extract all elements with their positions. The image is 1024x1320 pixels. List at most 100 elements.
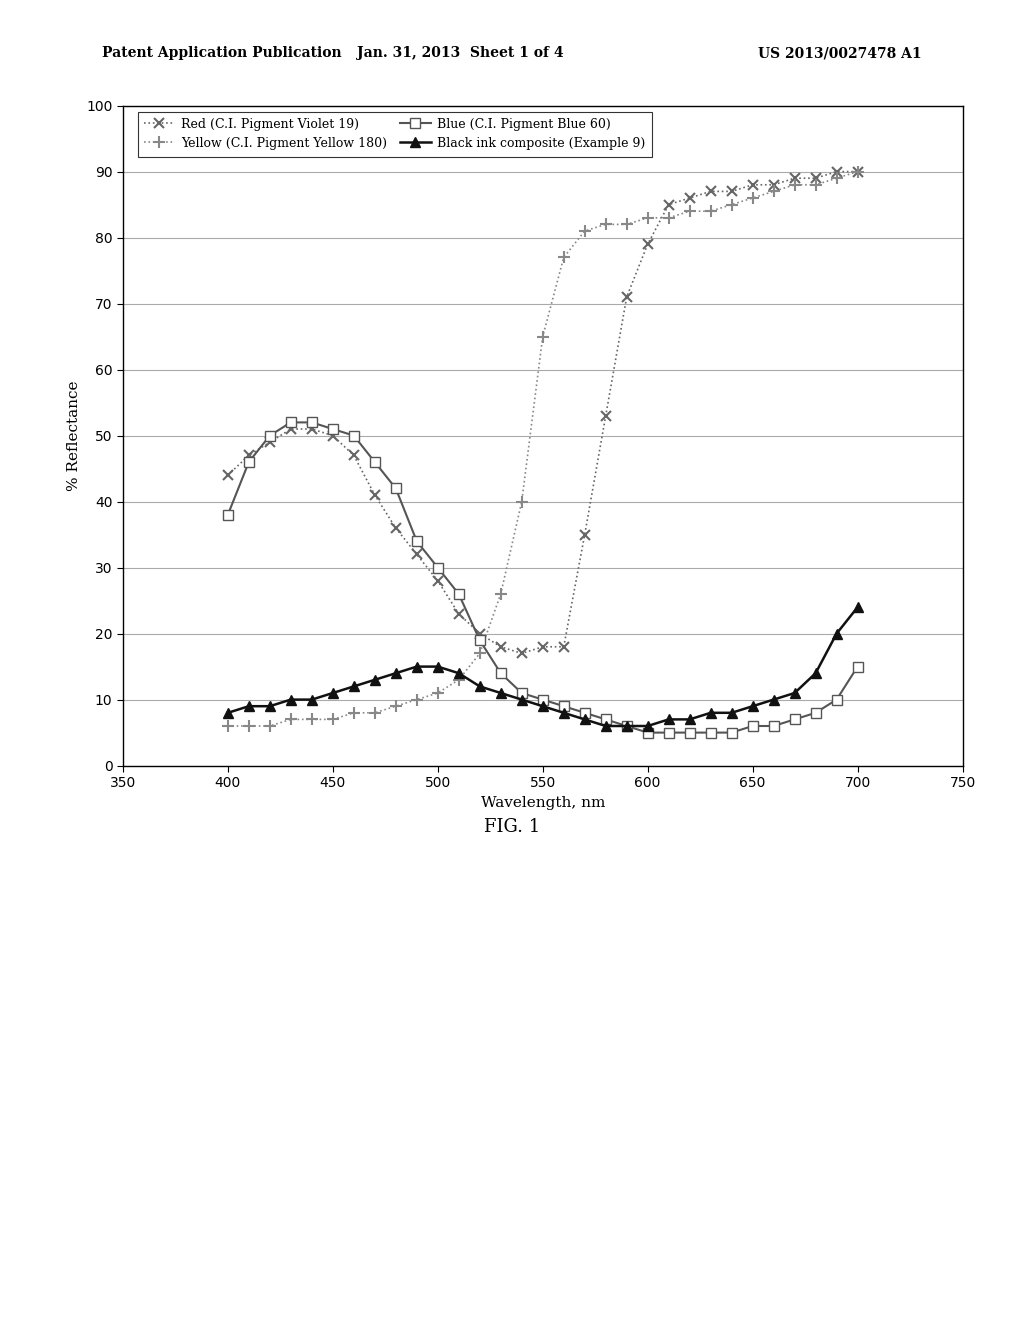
Black ink composite (Example 9) <box>327 685 339 701</box>
Yellow (C.I. Pigment Yellow 180) <box>453 672 465 688</box>
Black ink composite (Example 9) <box>263 698 275 714</box>
Red (C.I. Pigment Violet 19) <box>243 447 255 463</box>
Yellow (C.I. Pigment Yellow 180) <box>327 711 339 727</box>
Red (C.I. Pigment Violet 19) <box>263 434 275 450</box>
Red (C.I. Pigment Violet 19) <box>830 164 843 180</box>
Yellow (C.I. Pigment Yellow 180) <box>495 586 507 602</box>
Blue (C.I. Pigment Blue 60) <box>327 421 339 437</box>
Red (C.I. Pigment Violet 19) <box>851 164 863 180</box>
Line: Black ink composite (Example 9): Black ink composite (Example 9) <box>223 602 862 731</box>
Black ink composite (Example 9) <box>285 692 297 708</box>
Red (C.I. Pigment Violet 19) <box>389 520 401 536</box>
Blue (C.I. Pigment Blue 60) <box>537 692 549 708</box>
Red (C.I. Pigment Violet 19) <box>221 467 233 483</box>
Blue (C.I. Pigment Blue 60) <box>599 711 611 727</box>
Blue (C.I. Pigment Blue 60) <box>432 560 444 576</box>
Blue (C.I. Pigment Blue 60) <box>495 665 507 681</box>
Black ink composite (Example 9) <box>389 665 401 681</box>
Black ink composite (Example 9) <box>851 599 863 615</box>
Black ink composite (Example 9) <box>684 711 696 727</box>
Black ink composite (Example 9) <box>305 692 317 708</box>
Blue (C.I. Pigment Blue 60) <box>557 698 569 714</box>
Blue (C.I. Pigment Blue 60) <box>389 480 401 496</box>
Yellow (C.I. Pigment Yellow 180) <box>263 718 275 734</box>
Yellow (C.I. Pigment Yellow 180) <box>347 705 359 721</box>
Yellow (C.I. Pigment Yellow 180) <box>411 692 423 708</box>
Black ink composite (Example 9) <box>347 678 359 694</box>
Yellow (C.I. Pigment Yellow 180) <box>432 685 444 701</box>
Yellow (C.I. Pigment Yellow 180) <box>809 177 821 193</box>
Black ink composite (Example 9) <box>663 711 675 727</box>
Black ink composite (Example 9) <box>767 692 779 708</box>
X-axis label: Wavelength, nm: Wavelength, nm <box>480 796 605 809</box>
Blue (C.I. Pigment Blue 60) <box>285 414 297 430</box>
Black ink composite (Example 9) <box>725 705 737 721</box>
Yellow (C.I. Pigment Yellow 180) <box>767 183 779 199</box>
Red (C.I. Pigment Violet 19) <box>579 527 591 543</box>
Red (C.I. Pigment Violet 19) <box>473 626 485 642</box>
Red (C.I. Pigment Violet 19) <box>684 190 696 206</box>
Black ink composite (Example 9) <box>221 705 233 721</box>
Black ink composite (Example 9) <box>473 678 485 694</box>
Red (C.I. Pigment Violet 19) <box>663 197 675 213</box>
Blue (C.I. Pigment Blue 60) <box>243 454 255 470</box>
Yellow (C.I. Pigment Yellow 180) <box>830 170 843 186</box>
Text: US 2013/0027478 A1: US 2013/0027478 A1 <box>758 46 922 61</box>
Legend: Red (C.I. Pigment Violet 19), Yellow (C.I. Pigment Yellow 180), Blue (C.I. Pigme: Red (C.I. Pigment Violet 19), Yellow (C.… <box>137 112 652 157</box>
Text: FIG. 1: FIG. 1 <box>484 818 540 837</box>
Red (C.I. Pigment Violet 19) <box>347 447 359 463</box>
Yellow (C.I. Pigment Yellow 180) <box>851 164 863 180</box>
Yellow (C.I. Pigment Yellow 180) <box>473 645 485 661</box>
Yellow (C.I. Pigment Yellow 180) <box>725 197 737 213</box>
Yellow (C.I. Pigment Yellow 180) <box>788 177 801 193</box>
Blue (C.I. Pigment Blue 60) <box>788 711 801 727</box>
Red (C.I. Pigment Violet 19) <box>537 639 549 655</box>
Blue (C.I. Pigment Blue 60) <box>705 725 717 741</box>
Line: Blue (C.I. Pigment Blue 60): Blue (C.I. Pigment Blue 60) <box>223 417 862 738</box>
Y-axis label: % Reflectance: % Reflectance <box>67 380 81 491</box>
Blue (C.I. Pigment Blue 60) <box>515 685 527 701</box>
Red (C.I. Pigment Violet 19) <box>411 546 423 562</box>
Blue (C.I. Pigment Blue 60) <box>830 692 843 708</box>
Red (C.I. Pigment Violet 19) <box>327 428 339 444</box>
Red (C.I. Pigment Violet 19) <box>305 421 317 437</box>
Blue (C.I. Pigment Blue 60) <box>684 725 696 741</box>
Blue (C.I. Pigment Blue 60) <box>809 705 821 721</box>
Red (C.I. Pigment Violet 19) <box>369 487 381 503</box>
Blue (C.I. Pigment Blue 60) <box>453 586 465 602</box>
Red (C.I. Pigment Violet 19) <box>495 639 507 655</box>
Black ink composite (Example 9) <box>557 705 569 721</box>
Blue (C.I. Pigment Blue 60) <box>851 659 863 675</box>
Blue (C.I. Pigment Blue 60) <box>725 725 737 741</box>
Black ink composite (Example 9) <box>599 718 611 734</box>
Black ink composite (Example 9) <box>705 705 717 721</box>
Yellow (C.I. Pigment Yellow 180) <box>663 210 675 226</box>
Blue (C.I. Pigment Blue 60) <box>221 507 233 523</box>
Yellow (C.I. Pigment Yellow 180) <box>243 718 255 734</box>
Line: Yellow (C.I. Pigment Yellow 180): Yellow (C.I. Pigment Yellow 180) <box>222 166 863 731</box>
Red (C.I. Pigment Violet 19) <box>725 183 737 199</box>
Black ink composite (Example 9) <box>495 685 507 701</box>
Yellow (C.I. Pigment Yellow 180) <box>746 190 759 206</box>
Black ink composite (Example 9) <box>746 698 759 714</box>
Blue (C.I. Pigment Blue 60) <box>347 428 359 444</box>
Yellow (C.I. Pigment Yellow 180) <box>641 210 653 226</box>
Red (C.I. Pigment Violet 19) <box>432 573 444 589</box>
Yellow (C.I. Pigment Yellow 180) <box>684 203 696 219</box>
Yellow (C.I. Pigment Yellow 180) <box>621 216 633 232</box>
Red (C.I. Pigment Violet 19) <box>746 177 759 193</box>
Blue (C.I. Pigment Blue 60) <box>369 454 381 470</box>
Black ink composite (Example 9) <box>579 711 591 727</box>
Yellow (C.I. Pigment Yellow 180) <box>221 718 233 734</box>
Yellow (C.I. Pigment Yellow 180) <box>705 203 717 219</box>
Blue (C.I. Pigment Blue 60) <box>621 718 633 734</box>
Text: Jan. 31, 2013  Sheet 1 of 4: Jan. 31, 2013 Sheet 1 of 4 <box>357 46 564 61</box>
Yellow (C.I. Pigment Yellow 180) <box>557 249 569 265</box>
Yellow (C.I. Pigment Yellow 180) <box>599 216 611 232</box>
Red (C.I. Pigment Violet 19) <box>285 421 297 437</box>
Blue (C.I. Pigment Blue 60) <box>305 414 317 430</box>
Blue (C.I. Pigment Blue 60) <box>663 725 675 741</box>
Red (C.I. Pigment Violet 19) <box>788 170 801 186</box>
Blue (C.I. Pigment Blue 60) <box>767 718 779 734</box>
Black ink composite (Example 9) <box>641 718 653 734</box>
